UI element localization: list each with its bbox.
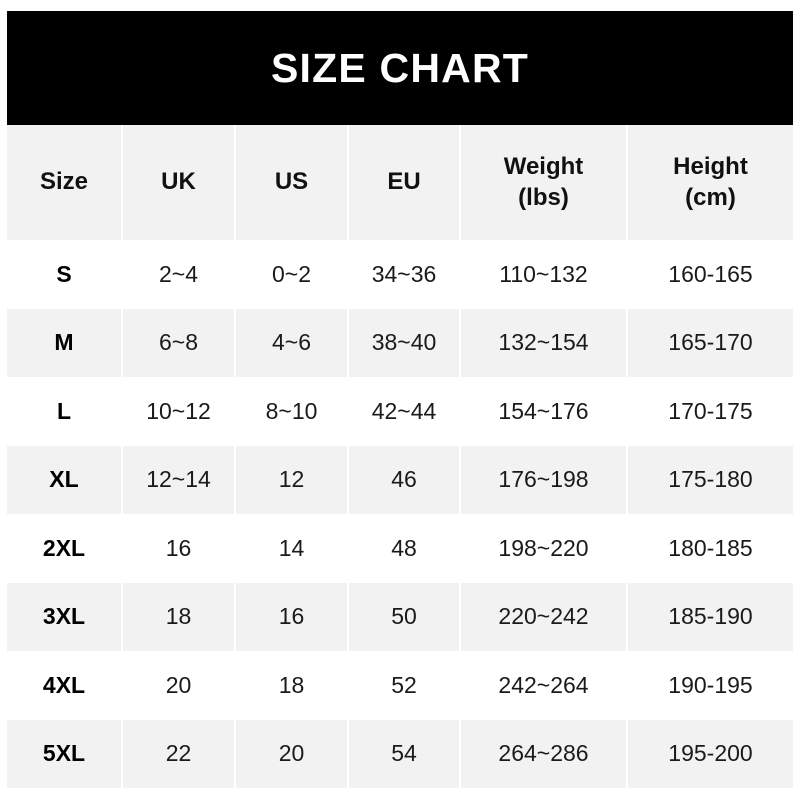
cell-height: 170-175: [627, 377, 793, 446]
column-header-height-label: Height: [673, 152, 748, 180]
column-header-us-label: US: [274, 168, 309, 196]
cell-us: 18: [235, 651, 349, 720]
cell-us: 14: [235, 514, 349, 583]
size-chart-card: SIZE CHART Size UK US EU W: [7, 11, 793, 788]
cell-weight: 242~264: [460, 651, 628, 720]
table-row: 5XL 22 20 54 264~286 195-200: [7, 719, 793, 788]
column-header-us: US: [235, 125, 349, 240]
table-row: 3XL 18 16 50 220~242 185-190: [7, 582, 793, 651]
table-row: M 6~8 4~6 38~40 132~154 165-170: [7, 308, 793, 377]
table-header-row: Size UK US EU Weight (lbs) Height (cm): [7, 125, 793, 240]
cell-height: 160-165: [627, 240, 793, 309]
cell-us: 8~10: [235, 377, 349, 446]
column-header-eu-label: EU: [387, 168, 421, 196]
column-header-weight-unit: (lbs): [518, 183, 569, 211]
cell-height: 185-190: [627, 582, 793, 651]
cell-height: 165-170: [627, 308, 793, 377]
column-header-weight-label: Weight: [503, 152, 584, 180]
column-header-weight: Weight (lbs): [460, 125, 628, 240]
cell-us: 0~2: [235, 240, 349, 309]
column-header-size: Size: [7, 125, 123, 240]
cell-us: 4~6: [235, 308, 349, 377]
cell-uk: 10~12: [122, 377, 236, 446]
table-row: L 10~12 8~10 42~44 154~176 170-175: [7, 377, 793, 446]
title-bar: SIZE CHART: [7, 11, 793, 125]
table-row: XL 12~14 12 46 176~198 175-180: [7, 445, 793, 514]
table-body: S 2~4 0~2 34~36 110~132 160-165 M 6~8 4~6 38~40 13…: [7, 240, 793, 788]
cell-us: 12: [235, 445, 349, 514]
cell-eu: 52: [348, 651, 461, 720]
cell-eu: 54: [348, 719, 461, 788]
cell-weight: 154~176: [460, 377, 628, 446]
cell-uk: 2~4: [122, 240, 236, 309]
table-row: S 2~4 0~2 34~36 110~132 160-165: [7, 240, 793, 309]
cell-uk: 20: [122, 651, 236, 720]
cell-eu: 50: [348, 582, 461, 651]
cell-eu: 42~44: [348, 377, 461, 446]
cell-size: 4XL: [7, 651, 123, 720]
cell-uk: 22: [122, 719, 236, 788]
cell-size: 5XL: [7, 719, 123, 788]
cell-eu: 38~40: [348, 308, 461, 377]
cell-uk: 6~8: [122, 308, 236, 377]
cell-weight: 198~220: [460, 514, 628, 583]
table-header: Size UK US EU Weight (lbs) Height (cm): [7, 125, 793, 240]
cell-size: XL: [7, 445, 123, 514]
table-row: 2XL 16 14 48 198~220 180-185: [7, 514, 793, 583]
cell-us: 20: [235, 719, 349, 788]
cell-size: M: [7, 308, 123, 377]
cell-weight: 110~132: [460, 240, 628, 309]
cell-weight: 264~286: [460, 719, 628, 788]
cell-uk: 16: [122, 514, 236, 583]
cell-height: 190-195: [627, 651, 793, 720]
cell-size: 3XL: [7, 582, 123, 651]
cell-weight: 132~154: [460, 308, 628, 377]
cell-height: 180-185: [627, 514, 793, 583]
column-header-uk: UK: [122, 125, 236, 240]
cell-eu: 46: [348, 445, 461, 514]
page-title: SIZE CHART: [271, 44, 529, 91]
table-row: 4XL 20 18 52 242~264 190-195: [7, 651, 793, 720]
cell-weight: 176~198: [460, 445, 628, 514]
cell-size: 2XL: [7, 514, 123, 583]
cell-uk: 18: [122, 582, 236, 651]
size-chart-table: Size UK US EU Weight (lbs) Height (cm): [7, 125, 793, 788]
cell-us: 16: [235, 582, 349, 651]
cell-eu: 48: [348, 514, 461, 583]
cell-height: 195-200: [627, 719, 793, 788]
cell-uk: 12~14: [122, 445, 236, 514]
cell-weight: 220~242: [460, 582, 628, 651]
cell-size: S: [7, 240, 123, 309]
column-header-height: Height (cm): [627, 125, 793, 240]
column-header-eu: EU: [348, 125, 461, 240]
column-header-uk-label: UK: [161, 168, 196, 196]
cell-size: L: [7, 377, 123, 446]
cell-eu: 34~36: [348, 240, 461, 309]
cell-height: 175-180: [627, 445, 793, 514]
column-header-size-label: Size: [39, 168, 89, 196]
column-header-height-unit: (cm): [685, 183, 736, 211]
